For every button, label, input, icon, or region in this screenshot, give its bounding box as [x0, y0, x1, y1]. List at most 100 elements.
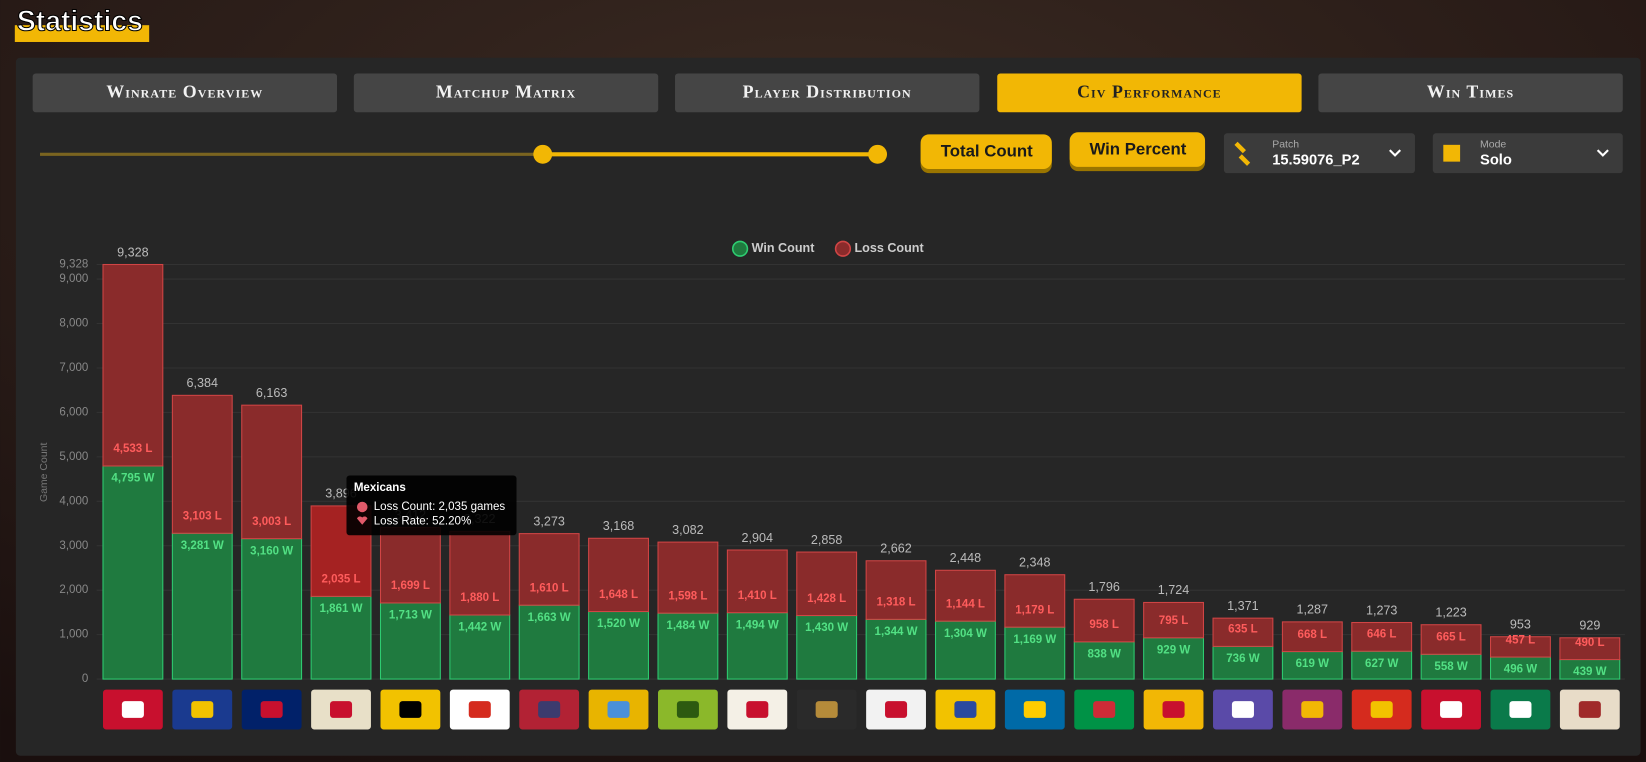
flag-emblem [1231, 701, 1254, 718]
bar-segment [1351, 621, 1413, 652]
total-label: 1,223 [1435, 606, 1466, 620]
flag-emblem [885, 701, 908, 718]
legend-label: Win Count [752, 241, 816, 255]
total-label: 2,858 [811, 533, 842, 547]
total-label: 2,448 [950, 551, 981, 565]
value-label: 1,610 L [530, 582, 569, 594]
bar-segment [657, 612, 719, 680]
value-label: 490 L [1575, 637, 1605, 649]
total-label: 1,796 [1088, 580, 1119, 594]
total-label: 929 [1579, 619, 1600, 633]
value-label: 958 L [1089, 619, 1119, 631]
tab[interactable] [675, 73, 980, 113]
bar-segment [310, 595, 372, 680]
slider[interactable] [40, 144, 888, 164]
tab[interactable] [353, 73, 659, 113]
value-label: 1,520 W [597, 618, 640, 630]
bar-segment [518, 604, 580, 680]
bar-segment [934, 620, 996, 680]
value-label: 929 W [1157, 644, 1190, 656]
legend-swatch [731, 240, 749, 257]
slider-handle[interactable] [533, 144, 553, 164]
puzzle-icon [1443, 144, 1461, 162]
y-tick-label: 6,000 [59, 406, 88, 418]
chevron [1596, 149, 1609, 157]
value-label: 457 L [1506, 634, 1536, 646]
bar-segment [1004, 574, 1066, 628]
flag-emblem [330, 701, 353, 718]
tooltip-title: Mexicans [354, 482, 406, 494]
tab-label: Civ Performance [1077, 82, 1222, 102]
tooltip: Mexicans Loss Count: 2,035 games Loss Ra… [346, 475, 517, 536]
bar-segment [379, 602, 441, 680]
value-label: 619 W [1296, 658, 1329, 670]
tab[interactable] [1318, 73, 1623, 113]
bar-segment [449, 530, 511, 616]
button[interactable] [920, 134, 1052, 169]
slider-handle[interactable] [868, 144, 888, 164]
tab[interactable] [32, 73, 338, 113]
tab-label: Win Times [1427, 82, 1514, 102]
value-label: 1,494 W [736, 619, 779, 631]
total-label: 1,273 [1366, 603, 1397, 617]
value-label: 1,430 W [805, 622, 848, 634]
bar-segment [1281, 651, 1343, 680]
total-label: 1,724 [1158, 583, 1189, 597]
dropdown-value: 15.59076_P2 [1272, 152, 1359, 168]
value-label: 3,003 L [252, 516, 291, 528]
value-label: 1,344 W [875, 626, 918, 638]
total-label: 6,163 [256, 386, 287, 400]
bar-segment [726, 612, 788, 680]
chevron [1389, 149, 1402, 157]
total-label: 953 [1510, 618, 1531, 632]
flag-emblem [1093, 701, 1116, 718]
bar-segment [588, 537, 649, 613]
tooltip-box [346, 475, 517, 536]
y-axis-label: Game Count [39, 443, 50, 503]
value-label: 1,410 L [738, 590, 777, 602]
y-tick-label: 4,000 [59, 495, 88, 507]
bar-segment [171, 532, 233, 680]
value-label: 3,281 W [181, 540, 224, 552]
bar-segment [171, 394, 233, 534]
flag-emblem [954, 701, 977, 718]
total-label: 3,168 [603, 519, 634, 533]
total-label: 2,662 [880, 542, 911, 556]
value-label: 838 W [1088, 648, 1121, 660]
button-label: Total Count [941, 142, 1033, 161]
value-label: 1,442 W [458, 622, 501, 634]
button[interactable] [1069, 132, 1206, 167]
value-label: 635 L [1228, 624, 1258, 636]
dropdown[interactable] [1432, 133, 1623, 174]
total-label: 2,904 [742, 531, 773, 545]
legend-label: Loss Count [854, 241, 924, 255]
value-label: 1,880 L [460, 592, 499, 604]
title-underline [14, 25, 150, 42]
flag-emblem [1578, 701, 1601, 718]
bar-segment [102, 263, 164, 467]
tab-label: Winrate Overview [106, 82, 263, 102]
tab-label: Matchup Matrix [436, 82, 576, 102]
value-label: 1,318 L [876, 597, 915, 609]
total-label: 1,371 [1227, 599, 1258, 613]
value-label: 1,861 W [320, 603, 363, 615]
bar-segment [1143, 601, 1204, 639]
dropdown[interactable] [1223, 133, 1415, 174]
value-label: 1,648 L [599, 589, 638, 601]
flag-emblem [815, 701, 838, 718]
flag-emblem [191, 701, 214, 718]
tab-active[interactable] [997, 73, 1302, 113]
bar-segment [241, 404, 303, 540]
bar-segment [102, 465, 164, 680]
value-label: 1,169 W [1013, 634, 1056, 646]
y-tick-label: 9,328 [59, 259, 88, 271]
total-label: 2,348 [1019, 556, 1050, 570]
flag-emblem [1509, 701, 1532, 718]
bar-segment [379, 526, 441, 604]
bar-segment [934, 569, 996, 622]
tabs: Winrate Overview Matchup Matrix Player D… [32, 73, 1623, 113]
y-tick-label: 3,000 [59, 540, 88, 552]
value-label: 668 L [1298, 629, 1328, 641]
